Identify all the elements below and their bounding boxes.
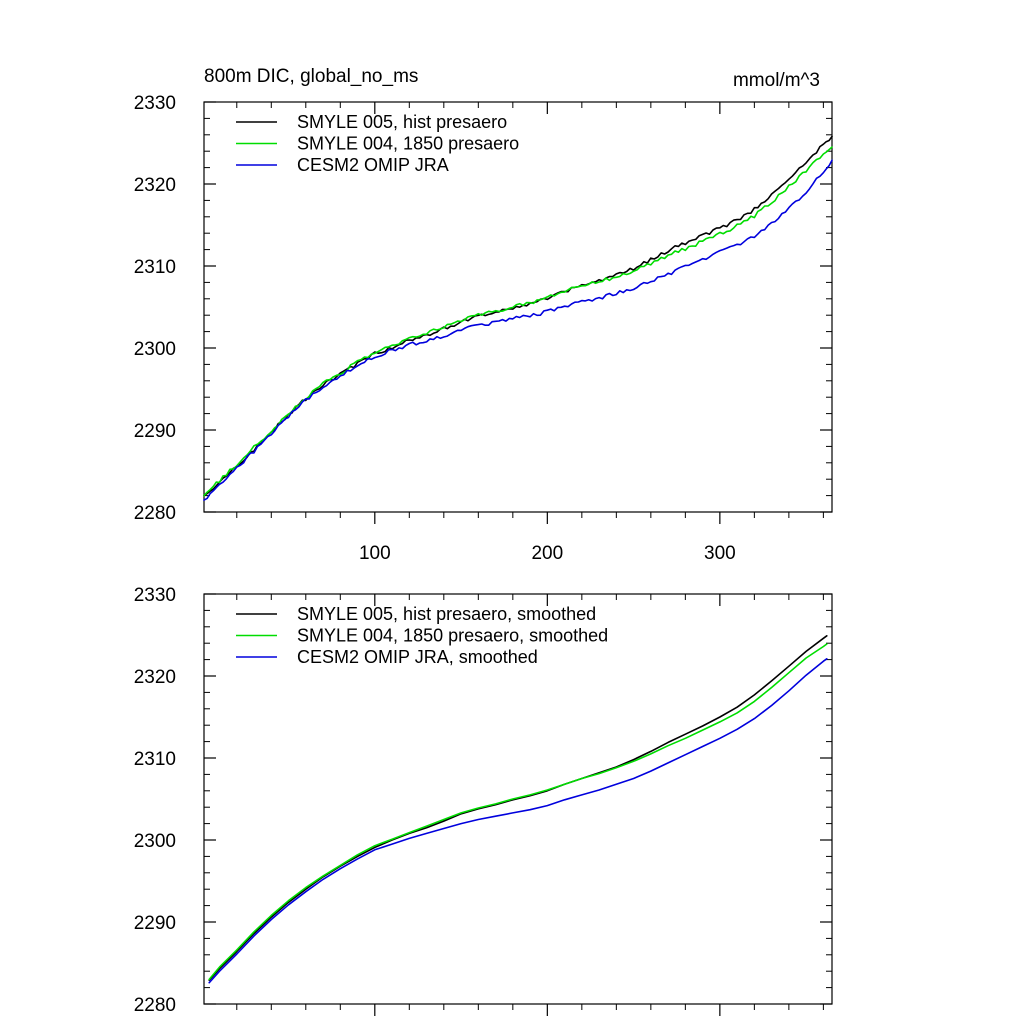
chart-title: 800m DIC, global_no_ms [204, 66, 418, 87]
series-line-1 [203, 146, 833, 497]
legend-label-0: SMYLE 005, hist presaero [297, 112, 507, 132]
legend-label-1: SMYLE 004, 1850 presaero, smoothed [297, 626, 608, 646]
series-line-2 [208, 657, 828, 984]
bottom-panel: 2280 2290 2300 2310 2320 2330 SMYLE 005, hist … [134, 585, 833, 1016]
x-tick-label: 100 [359, 543, 391, 564]
y-tick-label: 2320 [134, 667, 176, 688]
series-line-2 [203, 159, 833, 501]
series-line-0 [208, 634, 828, 982]
y-tick-label: 2330 [134, 585, 176, 606]
legend-label-2: CESM2 OMIP JRA, smoothed [297, 647, 538, 667]
legend-label-1: SMYLE 004, 1850 presaero [297, 134, 519, 154]
y-tick-label: 2280 [134, 503, 176, 524]
y-tick-label: 2290 [134, 421, 176, 442]
x-tick-label: 300 [704, 543, 736, 564]
y-tick-label: 2330 [134, 93, 176, 114]
y-tick-label: 2300 [134, 831, 176, 852]
legend-label-0: SMYLE 005, hist presaero, smoothed [297, 604, 596, 624]
legend-label-2: CESM2 OMIP JRA [297, 155, 449, 175]
y-tick-label: 2320 [134, 175, 176, 196]
series-line-0 [203, 135, 833, 497]
y-tick-label: 2290 [134, 913, 176, 934]
x-tick-label: 200 [531, 543, 563, 564]
y-tick-label: 2300 [134, 339, 176, 360]
top-panel: 2280 2290 2300 2310 2320 2330 100 200 300 SMYLE 0… [134, 66, 833, 564]
plot-frame [203, 101, 833, 513]
y-tick-label: 2280 [134, 995, 176, 1016]
y-tick-label: 2310 [134, 749, 176, 770]
y-tick-label: 2310 [134, 257, 176, 278]
series-line-1 [208, 643, 828, 981]
units-label: mmol/m^3 [733, 70, 820, 91]
plot-frame [203, 593, 833, 1005]
